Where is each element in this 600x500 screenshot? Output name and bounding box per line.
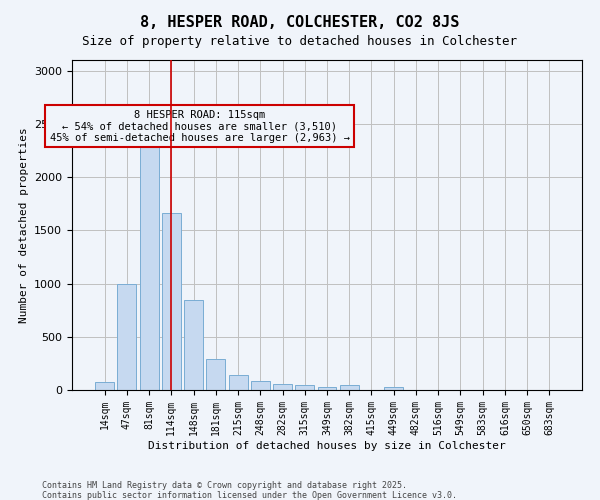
Bar: [118, 284, 136, 390]
Bar: [206, 359, 225, 390]
Bar: [251, 382, 270, 390]
Y-axis label: Number of detached properties: Number of detached properties: [19, 127, 29, 323]
Bar: [184, 300, 203, 390]
Bar: [273, 384, 292, 390]
Bar: [340, 385, 359, 390]
Text: 8, HESPER ROAD, COLCHESTER, CO2 8JS: 8, HESPER ROAD, COLCHESTER, CO2 8JS: [140, 15, 460, 30]
X-axis label: Distribution of detached houses by size in Colchester: Distribution of detached houses by size …: [148, 440, 506, 450]
Text: 8 HESPER ROAD: 115sqm
← 54% of detached houses are smaller (3,510)
45% of semi-d: 8 HESPER ROAD: 115sqm ← 54% of detached …: [49, 110, 349, 142]
Bar: [384, 388, 403, 390]
Text: Size of property relative to detached houses in Colchester: Size of property relative to detached ho…: [83, 35, 517, 48]
Text: Contains HM Land Registry data © Crown copyright and database right 2025.: Contains HM Land Registry data © Crown c…: [42, 481, 407, 490]
Bar: [295, 385, 314, 390]
Bar: [140, 126, 158, 390]
Bar: [317, 387, 337, 390]
Text: Contains public sector information licensed under the Open Government Licence v3: Contains public sector information licen…: [42, 491, 457, 500]
Bar: [162, 214, 181, 390]
Bar: [95, 382, 114, 390]
Bar: [229, 374, 248, 390]
